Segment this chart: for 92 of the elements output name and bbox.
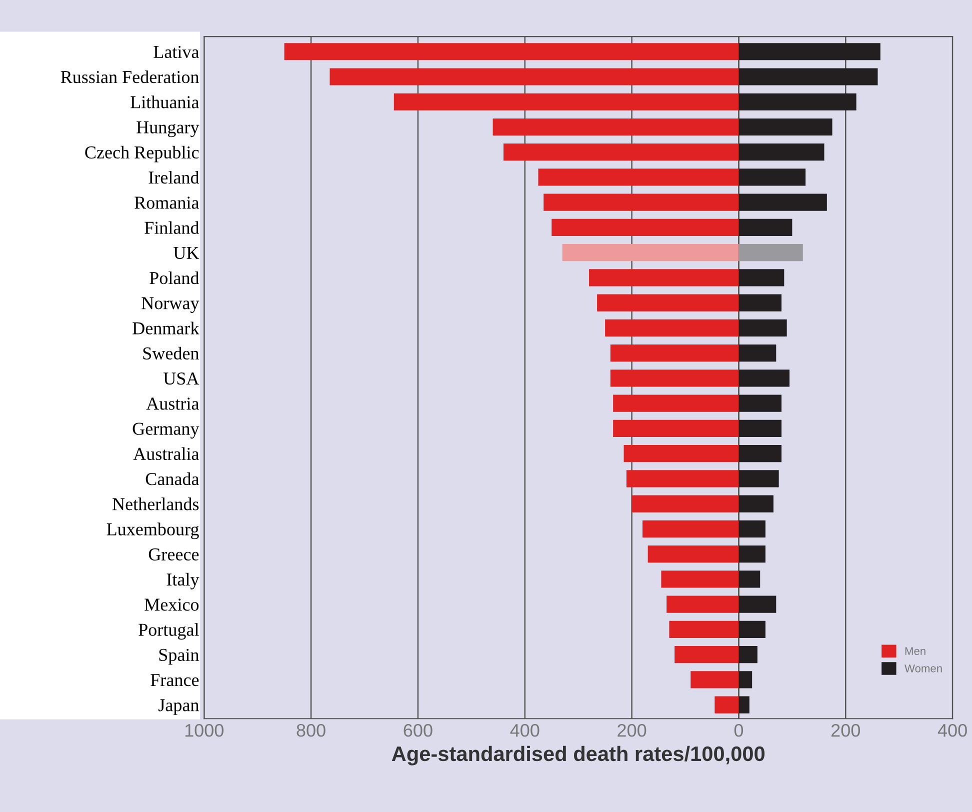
- y-tick-label: Australia: [133, 447, 200, 460]
- bar: [503, 144, 739, 161]
- bar: [738, 420, 782, 437]
- y-tick-label: Hungary: [136, 121, 200, 138]
- y-tick-label: Lithuania: [130, 96, 200, 108]
- bar: [738, 168, 806, 186]
- y-tick-label: Finland: [144, 221, 200, 234]
- bar: [738, 646, 758, 664]
- bar: [669, 620, 739, 638]
- y-tick-label: Lativa: [154, 46, 200, 58]
- bar: [738, 43, 880, 60]
- y-tick-label: Poland: [150, 271, 200, 284]
- bar: [738, 319, 787, 337]
- y-tick-label: Czech Republic: [85, 146, 199, 162]
- x-tick-label: 800: [296, 724, 326, 737]
- bar: [562, 244, 739, 262]
- bar: [538, 168, 739, 186]
- bar: [714, 696, 739, 714]
- y-tick-label: Italy: [166, 572, 200, 590]
- bar: [738, 671, 752, 688]
- bar: [738, 294, 782, 312]
- bar: [738, 520, 766, 538]
- bar: [492, 118, 739, 136]
- bar: [738, 244, 803, 262]
- bar: [738, 546, 766, 563]
- bar: [738, 495, 774, 512]
- bar: [632, 495, 739, 512]
- y-tick-label: Sweden: [143, 346, 199, 360]
- bar: [738, 68, 878, 86]
- y-tick-label: Romania: [134, 196, 200, 209]
- x-tick-label: 0: [734, 724, 744, 737]
- y-tick-label: Canada: [146, 472, 200, 486]
- y-tick-label: Germany: [132, 422, 200, 439]
- bar: [552, 218, 739, 236]
- bar: [610, 344, 739, 362]
- y-tick-label: Mexico: [144, 598, 199, 611]
- bar: [674, 646, 739, 664]
- bar: [738, 344, 776, 362]
- bar: [690, 671, 739, 688]
- bar: [738, 370, 790, 387]
- bar: [738, 93, 856, 110]
- bar: [648, 546, 739, 563]
- y-tick-label: Austria: [146, 398, 200, 410]
- bar: [597, 294, 739, 312]
- y-tick-label: Ireland: [148, 170, 200, 184]
- bar: [610, 370, 739, 387]
- x-tick-label: 600: [404, 724, 432, 737]
- y-tick-label: Portugal: [138, 623, 199, 640]
- bar: [605, 319, 739, 337]
- x-tick-label: 400: [938, 724, 967, 737]
- bar: [589, 269, 739, 286]
- bar: [738, 394, 782, 412]
- y-tick-label: UK: [174, 247, 200, 260]
- y-tick-label: Denmark: [132, 322, 200, 334]
- bar: [666, 596, 739, 613]
- y-tick-label: Russian Federation: [60, 70, 199, 84]
- bar: [738, 570, 760, 588]
- bar: [738, 470, 779, 488]
- bar: [626, 470, 739, 488]
- bar: [613, 394, 739, 412]
- x-axis-title: Age-standardised death rates/100,000: [392, 746, 765, 766]
- bar: [738, 218, 792, 236]
- bar: [738, 144, 824, 161]
- x-tick-label: 1000: [185, 724, 224, 737]
- y-tick-label: USA: [164, 372, 200, 385]
- y-tick-label: Greece: [148, 548, 199, 561]
- bar: [738, 596, 776, 613]
- y-tick-label: France: [150, 674, 199, 686]
- bar: [284, 43, 739, 60]
- legend-label: Women: [904, 664, 942, 672]
- bar: [661, 570, 739, 588]
- bar: [394, 93, 739, 110]
- bar: [642, 520, 739, 538]
- legend-label: Men: [905, 647, 926, 656]
- bar: [738, 620, 766, 638]
- bar: [738, 445, 782, 462]
- y-tick-label: Norway: [142, 297, 200, 313]
- bar: [738, 118, 832, 136]
- bar: [330, 68, 739, 86]
- y-tick-label: Spain: [159, 648, 199, 665]
- bar: [738, 194, 827, 211]
- bar: [544, 194, 739, 211]
- x-tick-label: 200: [831, 724, 860, 737]
- y-tick-label: Japan: [158, 699, 199, 715]
- x-tick-label: 400: [510, 724, 540, 737]
- y-tick-label: Luxembourg: [106, 522, 199, 540]
- bar: [613, 420, 739, 437]
- bar: [624, 445, 739, 462]
- y-tick-label: Netherlands: [112, 498, 199, 510]
- x-tick-label: 200: [618, 724, 646, 737]
- bar: [738, 696, 750, 714]
- bar: [738, 269, 784, 286]
